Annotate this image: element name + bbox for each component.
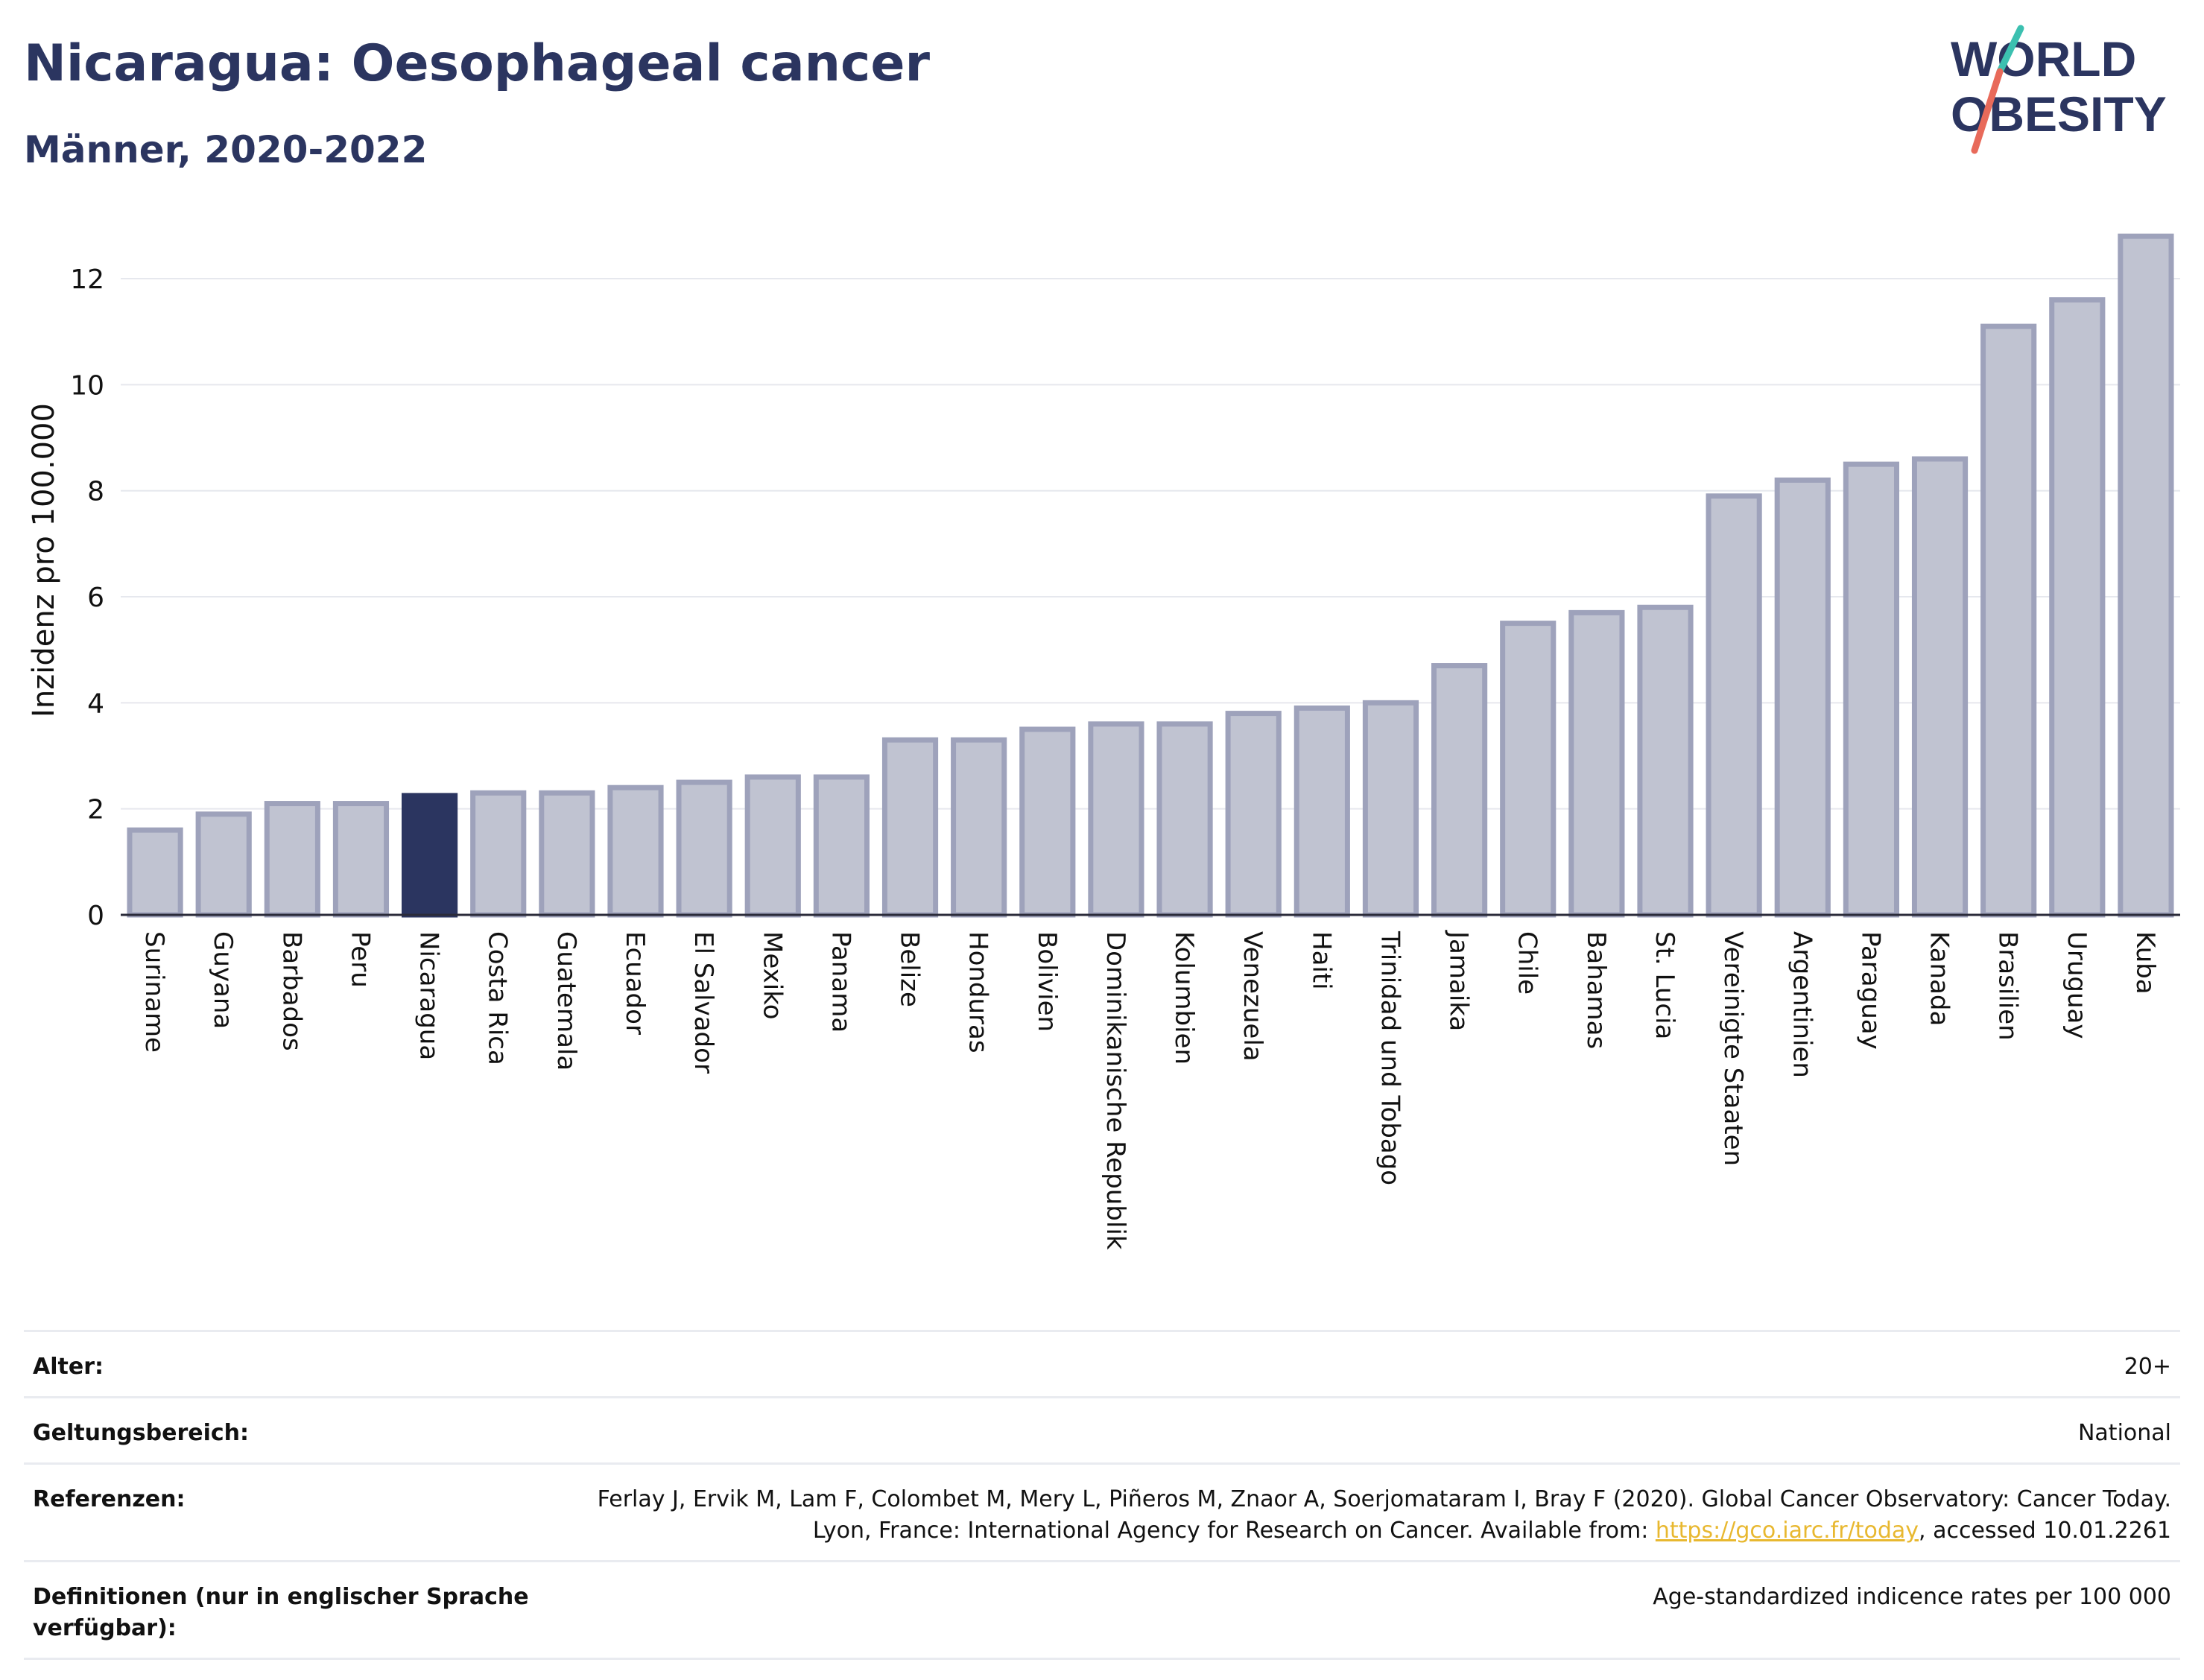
bar-vereinigte-staaten [1706,493,1762,918]
y-tick-label: 0 [87,901,104,931]
meta-value-definitions: Age-standardized indicence rates per 100… [1653,1584,2171,1610]
bar-bahamas [1568,609,1625,918]
meta-value-references: Ferlay J, Ervik M, Lam F, Colombet M, Me… [554,1484,2171,1547]
x-tick-label: Barbados [276,931,306,1051]
meta-value-scope: National [2077,1420,2171,1446]
bar-peru [332,801,390,918]
bar-brasilien [1980,323,2037,918]
meta-label-scope: Geltungsbereich: [33,1420,250,1446]
x-tick-label: Peru [345,931,375,988]
bar-chart: 0 2 4 6 8 10 12 Suriname Guyana Barbados Peru Nicar… [27,233,2180,1250]
y-tick-label: 6 [87,583,104,613]
x-tick-label: Brasilien [1993,931,2023,1041]
meta-row-scope: Geltungsbereich: National [24,1396,2180,1462]
x-tick-label: Belize [895,931,925,1007]
bar-dominikanische-republik [1088,721,1144,918]
metadata-table: Alter: 20+ Geltungsbereich: National Ref… [24,1330,2180,1660]
x-tick-label: Bolivien [1032,931,1062,1032]
bar-paraguay [1843,461,1899,918]
bar-st.-lucia [1637,604,1694,918]
bar-uruguay [2049,297,2106,918]
meta-label-definitions: Definitionen (nur in englischer Sprache … [33,1584,529,1641]
x-tick-label: El Salvador [688,931,718,1074]
x-tick-label: Uruguay [2062,931,2091,1039]
y-tick-label: 10 [70,370,104,401]
x-tick-label: St. Lucia [1650,931,1679,1039]
reference-accessed: , accessed 10.01.2261 [1919,1518,2171,1544]
x-tick-label: Ecuador [620,931,650,1035]
x-tick-label: Argentinien [1787,931,1817,1078]
bar-el-salvador [676,779,732,918]
x-tick-label: Chile [1513,931,1542,995]
x-tick-label: Honduras [963,931,993,1053]
x-tick-label: Bahamas [1581,931,1611,1049]
x-tick-label: Guyana [208,931,238,1029]
bar-bolivien [1019,726,1076,918]
x-tick-label: Costa Rica [483,931,513,1065]
bar-jamaika [1431,663,1488,918]
logo-slash-top [1996,25,2024,75]
bar-barbados [264,801,320,918]
logo-slash-bottom [1971,68,2004,154]
x-tick-label: Haiti [1306,931,1336,990]
meta-row-definitions: Definitionen (nur in englischer Sprache … [24,1560,2180,1660]
x-tick-label: Suriname [139,931,169,1053]
bar-trinidad-und-tobago [1362,700,1419,918]
x-tick-label: Panama [826,931,855,1033]
bar-suriname [127,827,183,918]
y-tick-label: 8 [87,477,104,507]
x-tick-label: Trinidad und Tobago [1375,931,1405,1185]
bar-argentinien [1774,477,1831,918]
bar-chile [1500,621,1557,918]
page-title: Nicaragua: Oesophageal cancer [24,34,930,93]
bar-kuba [2118,233,2174,918]
x-tick-label: Venezuela [1238,931,1267,1062]
page-subtitle: Männer, 2020-2022 [24,128,428,171]
x-tick-label: Guatemala [551,931,581,1071]
meta-row-references: Referenzen: Ferlay J, Ervik M, Lam F, Co… [24,1462,2180,1560]
reference-link[interactable]: https://gco.iarc.fr/today [1655,1518,1919,1544]
meta-row-age: Alter: 20+ [24,1330,2180,1396]
meta-label-references: Referenzen: [33,1486,186,1512]
meta-label-age: Alter: [33,1354,104,1380]
world-obesity-logo: WORLD OBESITY [1951,25,2167,154]
bar-guatemala [539,790,595,918]
x-tick-label: Jamaika [1444,930,1474,1031]
bar-panama [813,774,870,918]
gridlines [121,278,2180,810]
x-tick-label: Kolumbien [1169,931,1199,1065]
bar-mexiko [744,774,801,918]
bar-venezuela [1225,711,1282,918]
reference-text: Ferlay J, Ervik M, Lam F, Colombet M, Me… [597,1486,2171,1544]
bar-ecuador [607,784,664,918]
bar-belize [881,737,939,918]
bar-honduras [951,737,1007,918]
bar-kanada [1911,456,1969,918]
x-tick-label: Paraguay [1855,931,1885,1050]
x-tick-label: Kuba [2130,931,2160,995]
bar-costa-rica [470,790,527,918]
y-tick-label: 12 [70,264,104,295]
bar-guyana [195,811,252,918]
logo-text-world: WORLD [1951,31,2136,86]
bar-haiti [1293,705,1350,918]
x-tick-label: Dominikanische Republik [1101,931,1130,1250]
bar-nicaragua [402,793,458,918]
x-tick-label: Nicaragua [414,931,444,1060]
x-tick-label: Kanada [1925,931,1954,1026]
y-tick-label: 2 [87,795,104,825]
x-tick-label: Mexiko [757,931,787,1020]
x-tick-label: Vereinigte Staaten [1718,931,1748,1166]
bar-kolumbien [1156,721,1213,918]
axes: 0 2 4 6 8 10 12 Suriname Guyana Barbados Peru Nicar… [70,264,2180,1250]
y-tick-label: 4 [87,688,104,719]
bars [127,233,2174,918]
y-axis-label: Inzidenz pro 100.000 [27,403,61,717]
meta-value-age: 20+ [2124,1354,2171,1380]
